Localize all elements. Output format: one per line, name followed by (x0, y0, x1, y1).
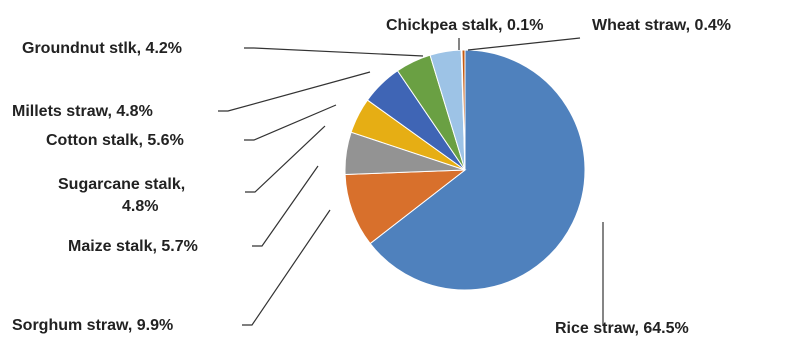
leader-line-2 (242, 209, 331, 326)
slice-label-2: Sorghum straw, 9.9% (12, 317, 173, 334)
leader-line-5 (244, 104, 337, 141)
slice-label-1: Rice straw, 64.5% (555, 320, 689, 337)
leader-line-9 (467, 37, 581, 51)
slice-labels: Rice straw, 64.5% Sorghum straw, 9.9% Maiz… (12, 17, 731, 337)
pie-slice-1 (369, 49, 586, 291)
slice-label-8: Chickpea stalk, 0.1% (386, 17, 543, 34)
leader-lines (218, 37, 604, 326)
slice-label-5: Cotton stalk, 5.6% (46, 132, 184, 149)
leader-line-4 (245, 125, 326, 193)
pie-slice-2 (344, 169, 467, 245)
slice-label-9: Wheat straw, 0.4% (592, 17, 731, 34)
slice-label-4: Sugarcane stalk, 4.8% (58, 176, 185, 215)
leader-line-7 (244, 47, 424, 57)
pie-slices (344, 49, 586, 291)
slice-label-6: Millets straw, 4.8% (12, 103, 153, 120)
pie-slice-9 (461, 49, 466, 171)
slice-label-3: Maize stalk, 5.7% (68, 238, 198, 255)
leader-line-6 (218, 71, 371, 112)
leader-line-3 (252, 165, 319, 247)
slice-label-7: Groundnut stlk, 4.2% (22, 40, 182, 57)
